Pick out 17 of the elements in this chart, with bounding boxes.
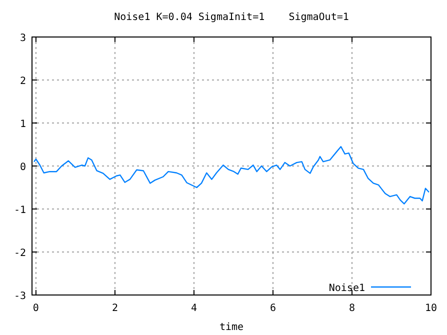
- x-tick-label: 0: [32, 303, 39, 314]
- y-tick-label: -1: [14, 205, 26, 216]
- x-axis-title: time: [219, 322, 244, 333]
- legend-label: Noise1: [328, 283, 365, 294]
- x-tick-label: 10: [424, 303, 438, 314]
- x-tick-label: 2: [112, 303, 118, 314]
- x-tick-label: 4: [190, 303, 197, 314]
- chart-title: Noise1 K=0.04 SigmaInit=1 SigmaOut=1: [114, 12, 349, 23]
- x-tick-label: 6: [270, 303, 276, 314]
- y-tick-label: 1: [20, 119, 26, 130]
- y-tick-label: 2: [20, 76, 26, 87]
- y-tick-label: -2: [14, 248, 26, 259]
- y-tick-label: 3: [20, 33, 26, 44]
- y-tick-label: -3: [14, 291, 26, 302]
- line-series: [33, 146, 430, 204]
- x-tick-label: 8: [348, 303, 356, 314]
- y-tick-label: 0: [20, 162, 26, 173]
